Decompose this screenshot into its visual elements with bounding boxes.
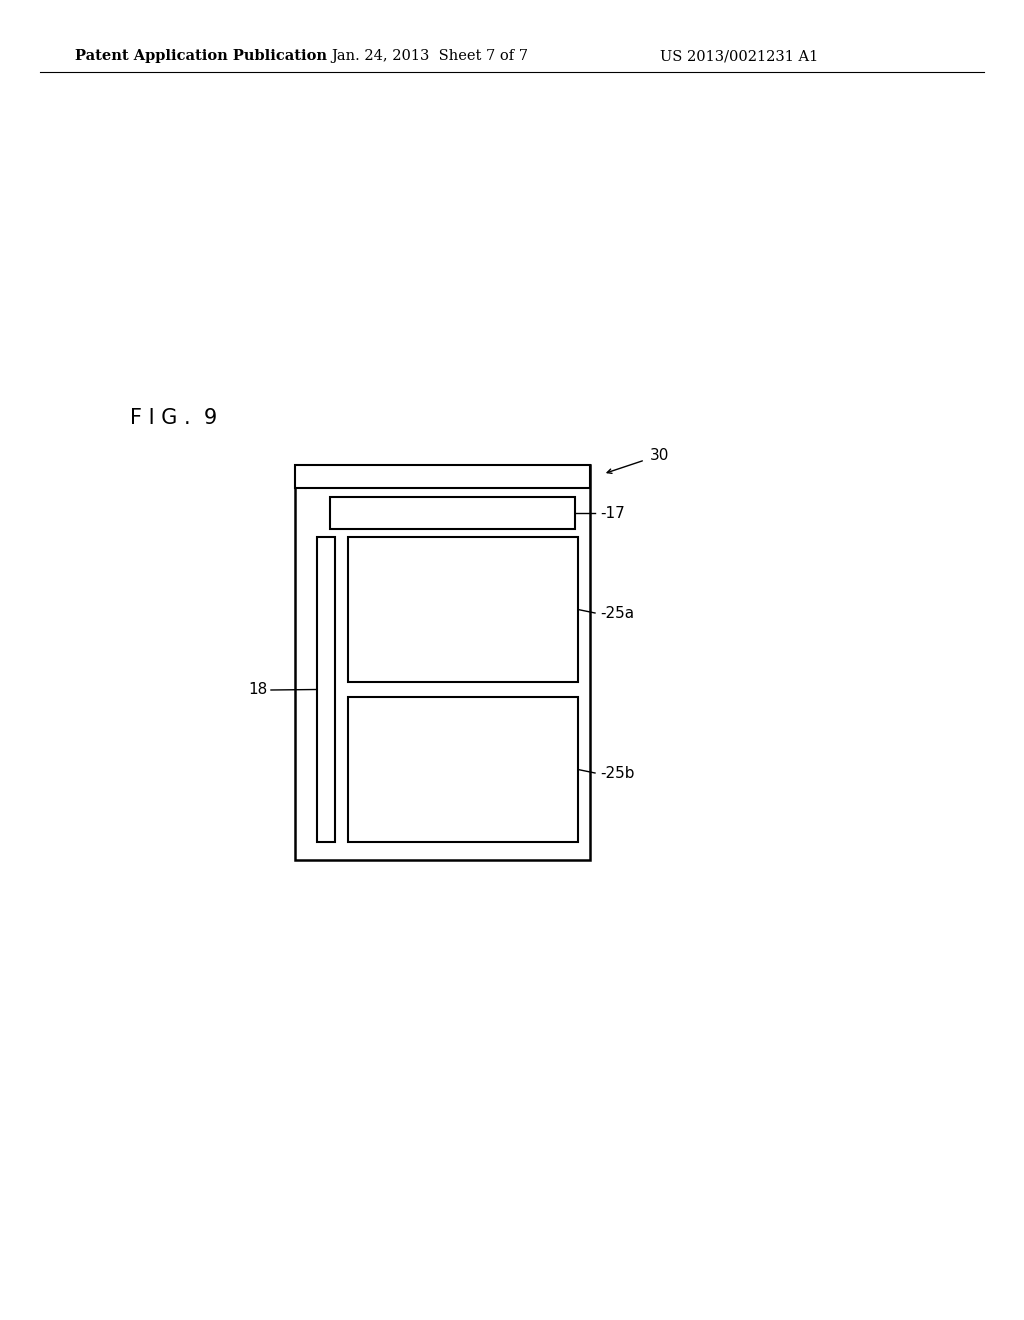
Bar <box>330 498 575 529</box>
Text: -25a: -25a <box>600 606 634 620</box>
Text: 18: 18 <box>249 682 268 697</box>
Text: F I G .  9: F I G . 9 <box>130 408 217 428</box>
Text: Patent Application Publication: Patent Application Publication <box>75 49 327 63</box>
Text: -25b: -25b <box>600 766 635 780</box>
Bar <box>295 465 590 861</box>
Text: US 2013/0021231 A1: US 2013/0021231 A1 <box>660 49 818 63</box>
Bar <box>295 465 590 488</box>
Text: Jan. 24, 2013  Sheet 7 of 7: Jan. 24, 2013 Sheet 7 of 7 <box>332 49 528 63</box>
Bar <box>348 697 578 842</box>
Bar <box>317 537 335 842</box>
Bar <box>348 537 578 682</box>
Text: 30: 30 <box>650 447 670 462</box>
Text: -17: -17 <box>600 506 625 520</box>
